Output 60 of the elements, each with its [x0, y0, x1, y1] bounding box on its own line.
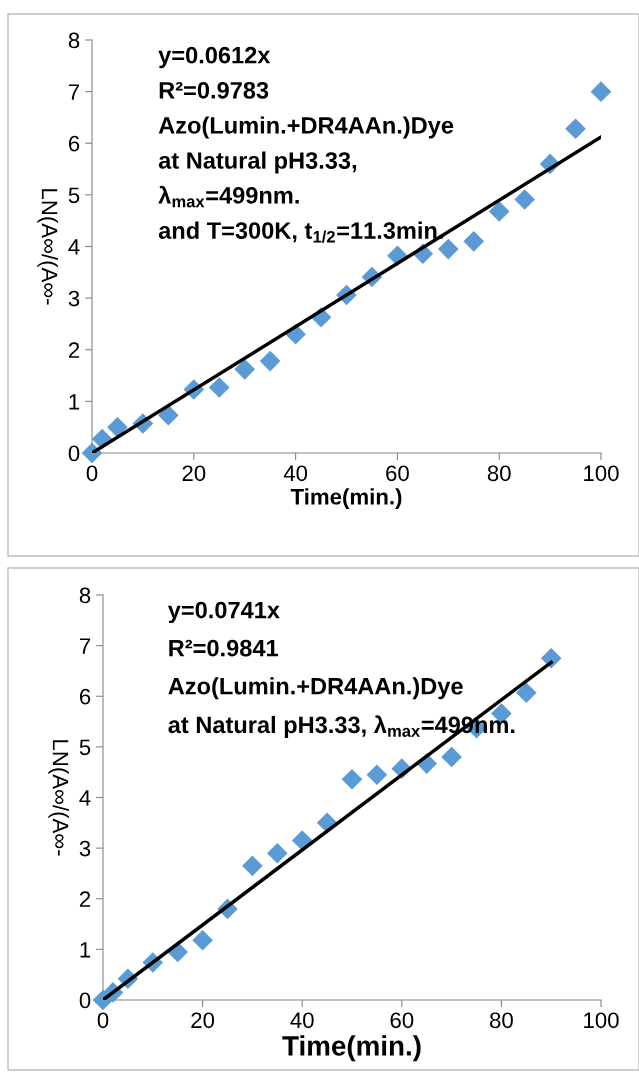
- y-tick-label: 7: [79, 638, 91, 654]
- point: [438, 238, 459, 260]
- point: [158, 405, 179, 426]
- annotation: y=0.0741x: [167, 601, 280, 624]
- annotation: Azo(Lumin.+DR4AAn.)Dye: [158, 116, 454, 139]
- annotation: at Natural pH3.33,: [158, 151, 357, 174]
- y-tick-label: 3: [79, 840, 91, 857]
- y-tick-label: 0: [68, 445, 80, 462]
- x-tick-label: 40: [283, 465, 308, 482]
- point: [463, 231, 485, 252]
- y-tick-label: 3: [68, 290, 80, 307]
- x-axis-title: Time(min.): [290, 488, 402, 510]
- point: [242, 855, 263, 877]
- point: [590, 81, 612, 102]
- point: [259, 350, 281, 372]
- x-tick-label: 20: [182, 465, 206, 482]
- annotation: and T=300K, t$_{1/2}$=11.3min.: [158, 221, 443, 243]
- annotation: λ$_{max}$=499nm.: [158, 185, 299, 208]
- point: [488, 201, 510, 222]
- x-tick-label: 40: [290, 1012, 314, 1029]
- x-tick-label: 80: [490, 1012, 513, 1029]
- y-tick-label: 6: [68, 135, 80, 152]
- annotation: R²=0.9783: [159, 81, 269, 99]
- y-axis-title: LN(A∞/(A∞-: [48, 740, 69, 856]
- y-tick-label: 5: [68, 187, 80, 204]
- y-tick-label: 2: [68, 342, 80, 358]
- point: [267, 842, 288, 864]
- y-tick-label: 1: [69, 394, 80, 410]
- x-tick-label: 60: [386, 465, 409, 482]
- y-tick-label: 0: [79, 992, 91, 1009]
- y-axis-title: LN(A∞/(A∞-: [37, 189, 58, 305]
- x-tick-label: 60: [390, 1012, 414, 1029]
- annotation: y=0.0612x: [158, 46, 271, 69]
- point: [516, 682, 537, 704]
- point: [565, 118, 586, 140]
- y-tick-label: 4: [68, 239, 80, 255]
- y-tick-label: 4: [79, 790, 91, 806]
- x-tick-label: 0: [97, 1012, 109, 1029]
- x-tick-label: 100: [584, 465, 619, 482]
- y-tick-label: 8: [68, 32, 80, 49]
- point: [208, 377, 230, 398]
- y-tick-label: 8: [79, 587, 91, 604]
- annotation: R²=0.9841: [169, 639, 278, 657]
- x-tick-label: 80: [487, 465, 511, 482]
- point: [234, 359, 255, 380]
- point: [107, 416, 128, 438]
- y-tick-label: 1: [80, 942, 91, 958]
- point: [341, 768, 363, 790]
- annotation: Azo(Lumin.+DR4AAn.)Dye: [168, 677, 463, 700]
- y-tick-label: 7: [68, 84, 80, 100]
- point: [441, 746, 462, 768]
- y-tick-label: 6: [79, 688, 91, 705]
- x-tick-label: 100: [584, 1012, 619, 1029]
- point: [366, 764, 388, 786]
- y-tick-label: 5: [79, 739, 91, 756]
- x-axis-title: Time(min.): [282, 1035, 421, 1062]
- point: [192, 929, 213, 951]
- x-tick-label: 20: [191, 1012, 215, 1029]
- point: [514, 189, 535, 210]
- y-tick-label: 2: [79, 891, 91, 907]
